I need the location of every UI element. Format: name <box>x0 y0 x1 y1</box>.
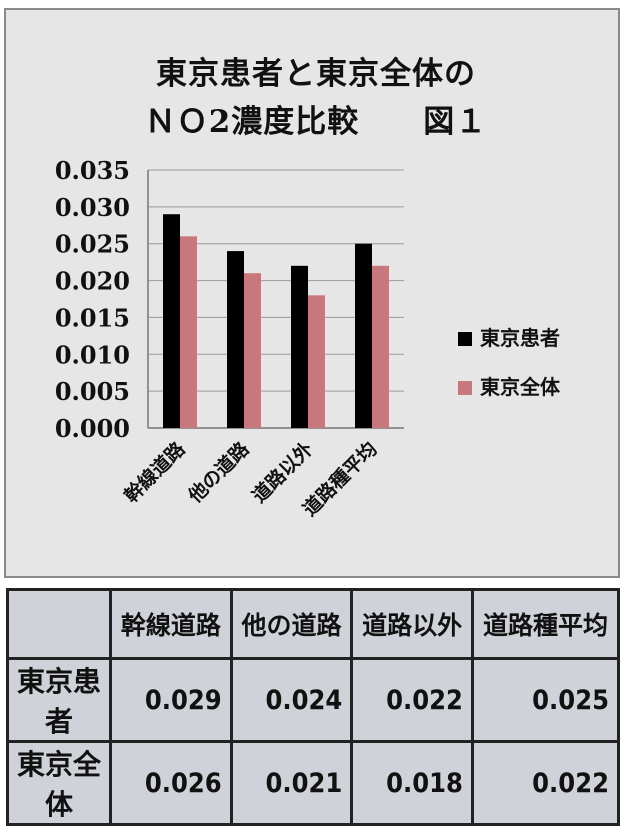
chart-title-line-1: 東京患者と東京全体の <box>156 56 476 92</box>
y-tick-label: 0.030 <box>55 193 130 222</box>
bar-series-1 <box>355 243 372 428</box>
table-row: 東京全体 0.026 0.021 0.018 0.022 <box>6 740 621 826</box>
x-tick-label: 幹線道路 <box>120 437 191 508</box>
table-cell: 0.024 <box>229 657 354 743</box>
table-cell: 0.018 <box>350 740 474 826</box>
legend-swatch-series-1 <box>458 332 472 346</box>
bar-series-2 <box>244 273 261 428</box>
table-cell: 0.022 <box>350 657 474 743</box>
table-row-label: 東京患者 <box>6 657 112 743</box>
legend-label-series-2: 東京全体 <box>480 375 560 399</box>
table-row-label: 東京全体 <box>6 740 112 826</box>
table-cell: 0.025 <box>470 657 621 743</box>
bar-series-2 <box>372 265 389 428</box>
table-header-row: 幹線道路 他の道路 道路以外 道路種平均 <box>6 588 621 660</box>
y-tick-label: 0.000 <box>55 414 130 443</box>
table-cell: 0.021 <box>229 740 354 826</box>
table-header-cell: 幹線道路 <box>109 588 233 660</box>
bar-series-1 <box>163 214 180 428</box>
table-cell: 0.022 <box>470 740 621 826</box>
chart-title: 東京患者と東京全体の ＮＯ2濃度比較 図１ <box>66 50 566 146</box>
legend-item-series-2: 東京全体 <box>458 372 618 402</box>
bar-series-1 <box>291 265 308 428</box>
bar-series-2 <box>308 295 325 428</box>
bar-chart: 0.000 0.005 0.010 0.015 0.020 0.025 0.030 0.035… <box>55 156 404 521</box>
bar-series-2 <box>180 236 197 428</box>
legend-label-series-1: 東京患者 <box>480 326 560 350</box>
table-header-cell: 他の道路 <box>229 588 354 660</box>
table-corner-cell <box>6 588 112 660</box>
legend-swatch-series-2 <box>458 381 472 395</box>
y-tick-label: 0.020 <box>55 267 130 296</box>
y-tick-label: 0.005 <box>55 377 130 406</box>
y-tick-label: 0.010 <box>55 340 130 369</box>
chart-title-line-2: ＮＯ2濃度比較 図１ <box>144 104 488 140</box>
chart-panel: 0.000 0.005 0.010 0.015 0.020 0.025 0.030 0.035… <box>4 8 620 578</box>
table-header-cell: 道路以外 <box>350 588 474 660</box>
bar-series-1 <box>227 251 244 428</box>
y-tick-label: 0.035 <box>55 156 130 185</box>
x-tick-label: 他の道路 <box>183 437 254 508</box>
table-cell: 0.029 <box>109 657 233 743</box>
legend-item-series-1: 東京患者 <box>458 323 618 353</box>
table-row: 東京患者 0.029 0.024 0.022 0.025 <box>6 657 621 743</box>
table-cell: 0.026 <box>109 740 233 826</box>
y-tick-label: 0.015 <box>55 303 130 332</box>
data-table: 幹線道路 他の道路 道路以外 道路種平均 東京患者 0.029 0.024 0.… <box>6 588 621 826</box>
y-tick-label: 0.025 <box>55 230 130 259</box>
table-header-cell: 道路種平均 <box>470 588 621 660</box>
